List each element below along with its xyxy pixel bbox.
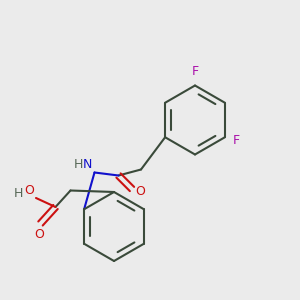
Text: O: O [34, 228, 44, 241]
Text: O: O [136, 185, 146, 198]
Text: H: H [14, 187, 23, 200]
Text: O: O [25, 184, 34, 196]
Text: H: H [73, 158, 83, 172]
Text: F: F [232, 134, 239, 147]
Text: F: F [191, 65, 199, 78]
Text: N: N [83, 158, 92, 171]
